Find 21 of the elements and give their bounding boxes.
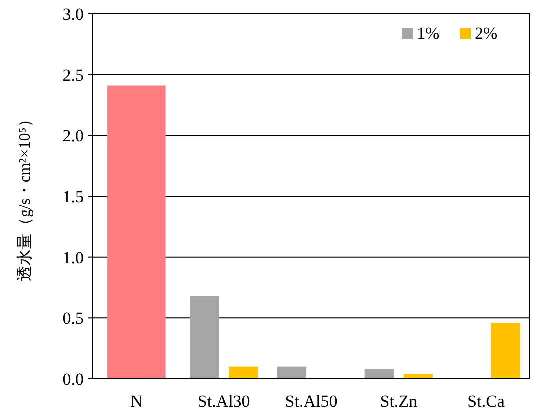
y-tick-label: 3.0 <box>62 5 84 24</box>
y-axis-title: 透水量（g/s・cm²×10⁵） <box>16 112 34 282</box>
legend-label: 2% <box>475 24 498 43</box>
bar <box>277 366 307 379</box>
y-tick-label: 0.0 <box>62 370 84 389</box>
y-tick-label: 2.0 <box>62 126 84 146</box>
x-tick-label: St.Al30 <box>198 392 250 411</box>
bar <box>364 369 394 379</box>
bar <box>190 296 220 379</box>
x-tick-label: St.Al50 <box>285 392 338 411</box>
y-tick-label: 1.5 <box>62 188 84 206</box>
x-tick-label: St.Zn <box>380 392 418 411</box>
y-tick-label: 2.5 <box>62 66 84 85</box>
bar <box>491 323 520 379</box>
y-tick-label: 0.5 <box>62 309 84 328</box>
x-tick-label: St.Ca <box>468 392 506 411</box>
bar <box>404 374 433 379</box>
legend-label: 1% <box>417 24 440 43</box>
bar <box>229 366 258 379</box>
x-tick-label: N <box>130 392 143 411</box>
y-tick-label: 1.0 <box>62 248 84 268</box>
